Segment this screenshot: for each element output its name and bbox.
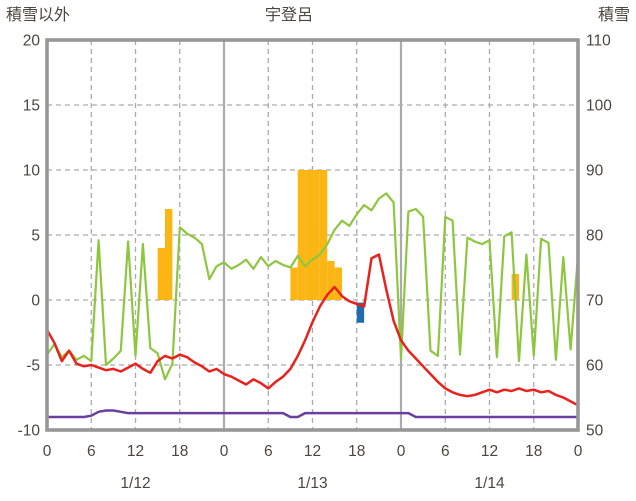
y-right-tick-label: 100 [586,98,612,115]
y-left-tick-label: -5 [26,358,40,375]
y-left-tick-label: -10 [18,423,41,440]
x-tick-label: 12 [127,443,144,460]
y-right-tick-label: 70 [586,293,604,310]
x-tick-label: 0 [43,443,52,460]
orange-bars [327,261,335,300]
x-tick-label: 18 [348,443,365,460]
orange-bars [297,170,306,300]
plot-border [45,38,580,432]
y-right-tick-label: 90 [586,163,604,180]
x-tick-label: 6 [441,443,450,460]
orange-bars [165,209,173,300]
x-tick-label: 0 [574,443,583,460]
green-line [45,192,580,381]
y-right-tick-label: 60 [586,358,604,375]
x-tick-label: 18 [525,443,542,460]
red-line [45,253,580,407]
x-tick-label: 18 [171,443,188,460]
y-right-tick-label: 80 [586,228,604,245]
y-right-tick-label: 110 [586,33,611,50]
x-tick-label: 12 [481,443,498,460]
x-tick-label: 6 [264,443,273,460]
x-tick-label: 0 [220,443,229,460]
y-right-tick-label: 50 [586,423,604,440]
orange-bars [312,170,320,300]
date-label: 1/12 [120,475,150,492]
bars-layer [157,170,519,323]
x-tick-label: 6 [87,443,96,460]
orange-bars [157,248,165,300]
left-axis-title: 積雪以外 [6,6,70,24]
x-tick-label: 0 [397,443,406,460]
purple-line [45,409,580,419]
blue-bar [356,302,365,323]
chart-title: 宇登呂 [265,6,313,24]
date-label: 1/14 [474,475,505,492]
orange-bars [319,170,328,300]
orange-bars [305,170,313,300]
orange-bars [334,267,342,300]
y-left-tick-label: 5 [31,228,40,245]
right-axis-title: 積雪 [598,6,630,24]
y-left-tick-label: 0 [31,293,40,310]
y-left-tick-label: 15 [23,98,40,115]
date-label: 1/13 [297,475,327,492]
x-tick-label: 12 [304,443,321,460]
orange-bars [290,267,298,300]
y-left-tick-label: 10 [23,163,41,180]
y-left-tick-label: 20 [23,33,41,50]
